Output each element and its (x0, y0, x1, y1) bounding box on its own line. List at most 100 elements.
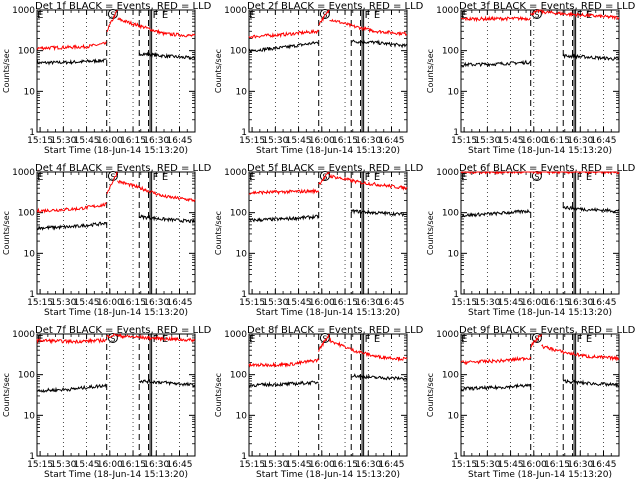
x-tick-label: 15:15 (451, 136, 477, 146)
series-events (460, 378, 620, 392)
marker-s: S (110, 11, 115, 20)
x-axis-label: Start Time (18-Jun-14 15:13:20) (44, 146, 188, 156)
x-tick-label: 16:30 (567, 136, 593, 146)
panel-title: Det 1f BLACK = Events, RED = LLD (35, 1, 212, 12)
series-lld (248, 334, 408, 368)
x-tick-label: 16:45 (379, 460, 405, 470)
x-tick-label: 15:30 (50, 298, 76, 308)
x-tick-label: 16:00 (309, 136, 335, 146)
series-segment (106, 333, 118, 339)
x-tick-label: 15:30 (474, 460, 500, 470)
x-tick-label: 15:30 (50, 460, 76, 470)
x-axis-label: Start Time (18-Jun-14 15:13:20) (468, 470, 612, 480)
panel-det-4: Det 4f BLACK = Events, RED = LLD 1 10 100 10… (2, 163, 212, 318)
y-tick-label: 100 (442, 209, 459, 219)
y-tick-label: 1 (241, 128, 247, 138)
series-segment (248, 213, 320, 223)
series-events (36, 214, 195, 231)
x-tick-label: 15:45 (498, 298, 524, 308)
marker-f: F (577, 334, 583, 345)
y-tick-label: 1000 (436, 168, 459, 178)
x-tick-label: 15:45 (286, 136, 312, 146)
panel-det-9: Det 9f BLACK = Events, RED = LLD 1 10 100 10… (426, 325, 636, 480)
series-segment (460, 59, 531, 68)
series-lld (460, 334, 620, 366)
marker-f: F (365, 10, 371, 21)
y-tick-label: 1000 (12, 6, 35, 16)
series-segment (106, 9, 118, 33)
series-segment (248, 40, 319, 53)
x-tick-label: 16:15 (332, 298, 358, 308)
x-tick-label: 16:15 (332, 136, 358, 146)
marker-s-circle (107, 333, 118, 343)
x-tick-label: 16:45 (591, 136, 617, 146)
marker-s-circle (319, 333, 330, 343)
marker-e-right: E (374, 10, 380, 21)
x-tick-label: 15:45 (74, 136, 100, 146)
series-lld (248, 9, 408, 40)
x-tick-label: 16:45 (379, 136, 405, 146)
x-tick-label: 16:00 (97, 298, 123, 308)
series-segment (562, 53, 620, 61)
x-tick-label: 16:45 (167, 298, 193, 308)
x-tick-label: 16:15 (544, 460, 570, 470)
panel-title: Det 7f BLACK = Events, RED = LLD (35, 325, 212, 336)
series-segment (138, 214, 195, 225)
y-tick-label: 1000 (436, 6, 459, 16)
series-segment (36, 202, 107, 214)
marker-e-right: E (162, 334, 168, 345)
series-segment (562, 205, 620, 214)
series-segment (248, 187, 320, 196)
x-tick-label: 16:15 (120, 460, 146, 470)
marker-e-right: E (162, 10, 168, 21)
series-lld (36, 9, 196, 52)
panel-title: Det 5f BLACK = Events, RED = LLD (247, 163, 424, 174)
marker-e-left: E (249, 172, 255, 183)
marker-s-circle (531, 171, 542, 181)
series-events (36, 51, 196, 66)
x-axis-label: Start Time (18-Jun-14 15:13:20) (44, 470, 188, 480)
marker-f: F (153, 334, 159, 345)
marker-s: S (110, 335, 115, 344)
series-segment (329, 173, 408, 191)
series-segment (36, 58, 107, 66)
y-tick-label: 1000 (224, 6, 247, 16)
marker-e-right: E (374, 334, 380, 345)
y-axis-label: Counts/sec (214, 373, 223, 417)
plot-frame (36, 171, 196, 295)
panel-det-8: Det 8f BLACK = Events, RED = LLD 1 10 100 10… (214, 325, 424, 480)
series-segment (530, 334, 542, 348)
y-tick-label: 1 (241, 452, 247, 462)
series-segment (562, 378, 620, 388)
marker-e-right: E (586, 10, 592, 21)
x-tick-label: 15:30 (262, 298, 288, 308)
panel-det-2: Det 2f BLACK = Events, RED = LLD 1 10 100 10… (214, 1, 424, 156)
y-tick-label: 1 (453, 290, 459, 300)
x-tick-label: 16:15 (332, 460, 358, 470)
x-tick-label: 16:00 (309, 298, 335, 308)
series-segment (138, 51, 196, 61)
y-tick-label: 10 (448, 411, 460, 421)
panel-title: Det 8f BLACK = Events, RED = LLD (247, 325, 424, 336)
series-segment (460, 15, 531, 23)
series-lld (460, 8, 620, 23)
x-tick-label: 15:45 (286, 298, 312, 308)
panel-det-3: Det 3f BLACK = Events, RED = LLD 1 10 100 10… (426, 1, 636, 156)
plot-frame (460, 333, 620, 457)
y-tick-label: 100 (230, 371, 247, 381)
panel-title: Det 3f BLACK = Events, RED = LLD (459, 1, 636, 12)
plot-frame (248, 9, 408, 133)
series-lld (460, 170, 620, 175)
marker-e-left: E (461, 334, 467, 345)
x-axis-label: Start Time (18-Jun-14 15:13:20) (468, 146, 612, 156)
series-segment (318, 334, 330, 352)
series-segment (36, 337, 107, 345)
plot-frame (248, 333, 408, 457)
series-segment (530, 9, 542, 16)
x-tick-label: 16:00 (97, 460, 123, 470)
x-tick-label: 15:45 (74, 460, 100, 470)
x-tick-label: 15:30 (262, 136, 288, 146)
y-tick-label: 100 (442, 47, 459, 57)
y-tick-label: 1 (453, 128, 459, 138)
